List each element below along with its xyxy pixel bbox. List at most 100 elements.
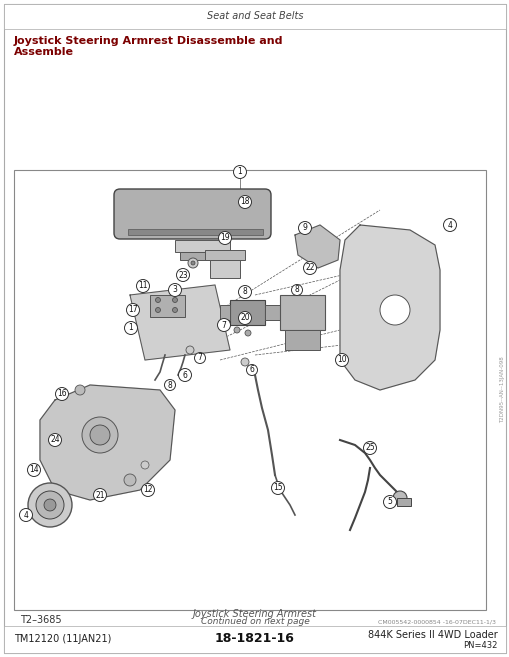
Text: TM12120 (11JAN21): TM12120 (11JAN21) [14, 634, 111, 644]
Text: 7: 7 [197, 353, 202, 363]
Polygon shape [40, 385, 175, 500]
Text: 24: 24 [50, 436, 60, 445]
Text: 844K Series II 4WD Loader: 844K Series II 4WD Loader [367, 630, 497, 640]
Text: Joystick Steering Armrest Disassemble and: Joystick Steering Armrest Disassemble an… [14, 36, 283, 46]
Circle shape [164, 380, 175, 390]
Text: CM005542-0000854 -16-07DEC11-1/3: CM005542-0000854 -16-07DEC11-1/3 [377, 620, 495, 625]
Circle shape [443, 219, 456, 231]
Text: 1: 1 [128, 323, 133, 332]
Circle shape [27, 463, 40, 476]
Circle shape [55, 388, 68, 401]
Bar [128, 229, 263, 235]
Text: 14: 14 [29, 466, 39, 474]
Circle shape [172, 298, 177, 302]
Circle shape [291, 284, 302, 296]
Circle shape [191, 261, 194, 265]
Circle shape [246, 365, 257, 376]
Text: 6: 6 [182, 371, 187, 380]
Circle shape [303, 261, 316, 275]
Bar [279, 295, 324, 330]
Bar [265, 305, 279, 320]
Text: 7: 7 [221, 321, 226, 330]
Bar [150, 295, 185, 317]
Text: 25: 25 [364, 443, 374, 453]
Circle shape [194, 353, 205, 363]
Circle shape [238, 196, 251, 208]
Text: 1: 1 [237, 168, 242, 177]
Circle shape [238, 311, 251, 325]
Text: T2–3685: T2–3685 [20, 615, 62, 625]
Circle shape [188, 258, 197, 268]
Circle shape [44, 499, 56, 511]
Circle shape [28, 483, 72, 527]
Bar [14, 170, 485, 610]
Circle shape [271, 482, 284, 495]
Text: PN=432: PN=432 [463, 641, 497, 650]
Circle shape [241, 358, 248, 366]
Polygon shape [340, 225, 439, 390]
Bar [219, 305, 230, 320]
Text: 4: 4 [447, 221, 451, 229]
Circle shape [298, 221, 311, 235]
Text: 8: 8 [242, 288, 247, 296]
Text: Continued on next page: Continued on next page [200, 618, 309, 627]
Text: 4: 4 [23, 510, 29, 520]
Circle shape [82, 417, 118, 453]
Circle shape [124, 321, 137, 334]
Circle shape [140, 461, 149, 469]
Bar [180, 252, 224, 260]
Text: 3: 3 [172, 286, 177, 294]
Bar [285, 330, 319, 350]
Circle shape [19, 509, 33, 522]
Text: 18: 18 [240, 198, 249, 206]
Text: T2DN95--AN--13JAN-098: T2DN95--AN--13JAN-098 [499, 357, 504, 423]
Text: Assemble: Assemble [14, 47, 74, 57]
Polygon shape [294, 225, 340, 268]
Text: 10: 10 [336, 355, 346, 365]
Circle shape [233, 166, 246, 179]
Bar [230, 300, 265, 325]
Text: 17: 17 [128, 306, 137, 315]
Text: 16: 16 [57, 390, 67, 399]
Text: Joystick Steering Armrest: Joystick Steering Armrest [192, 609, 317, 619]
Circle shape [244, 330, 250, 336]
Bar [210, 260, 240, 278]
Circle shape [335, 353, 348, 367]
Circle shape [186, 346, 193, 354]
Circle shape [75, 385, 85, 395]
Bar [205, 250, 244, 260]
Circle shape [234, 327, 240, 333]
Circle shape [93, 489, 106, 501]
Circle shape [176, 269, 189, 281]
Circle shape [90, 425, 110, 445]
Circle shape [379, 295, 409, 325]
Text: 12: 12 [143, 486, 153, 495]
Text: 9: 9 [302, 223, 307, 233]
Bar [4, 4, 505, 29]
Text: 19: 19 [220, 233, 230, 242]
Text: 23: 23 [178, 271, 187, 279]
Text: 11: 11 [138, 281, 148, 290]
Circle shape [141, 484, 154, 497]
FancyBboxPatch shape [114, 189, 270, 239]
Circle shape [136, 279, 149, 292]
Text: 22: 22 [305, 263, 314, 273]
Text: 5: 5 [387, 497, 391, 507]
Text: 6: 6 [249, 365, 254, 374]
Circle shape [217, 319, 230, 332]
Text: 8: 8 [294, 286, 299, 294]
Bar [175, 240, 230, 252]
Circle shape [178, 369, 191, 382]
Circle shape [48, 434, 62, 447]
Circle shape [383, 495, 395, 509]
Circle shape [168, 284, 181, 296]
Circle shape [238, 286, 251, 298]
Text: 20: 20 [240, 313, 249, 323]
Text: 8: 8 [167, 380, 172, 390]
Circle shape [392, 491, 406, 505]
Bar [396, 498, 410, 506]
Circle shape [218, 231, 231, 244]
Circle shape [124, 474, 136, 486]
Circle shape [126, 304, 139, 317]
Text: 15: 15 [273, 484, 282, 493]
